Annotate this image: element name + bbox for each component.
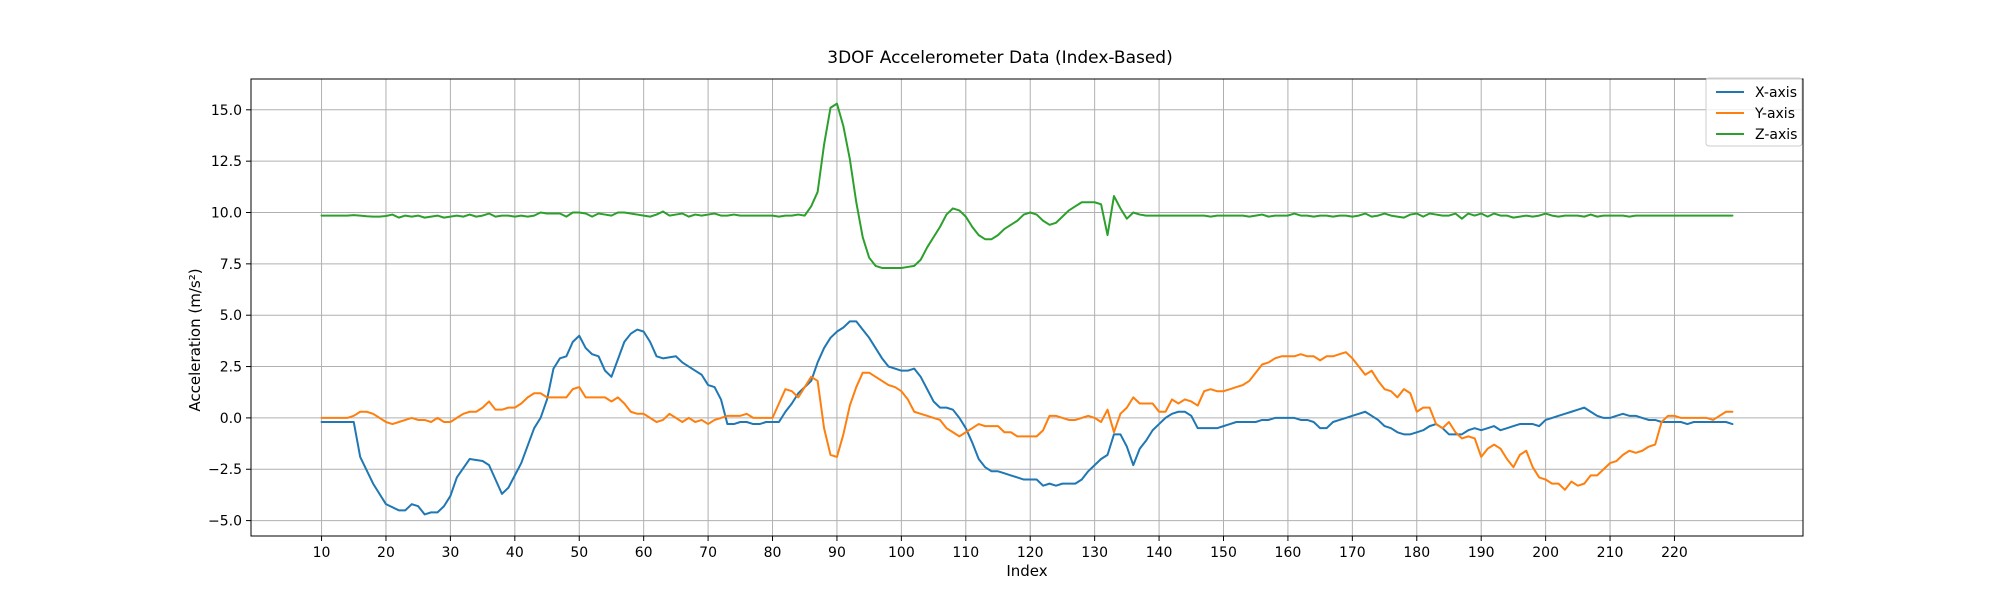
y-tick-label: 10.0 — [211, 206, 242, 222]
y-tick-label: 5.0 — [220, 308, 242, 324]
y-tick-label: 15.0 — [211, 103, 242, 119]
x-tick-label: 20 — [377, 545, 395, 561]
y-tick-label: 2.5 — [220, 360, 242, 376]
series-line-y-axis — [320, 351, 1734, 491]
x-tick-label: 60 — [635, 545, 653, 561]
y-tick-label: 12.5 — [211, 154, 242, 170]
x-tick-label: 80 — [764, 545, 782, 561]
x-tick-label: 140 — [1146, 545, 1173, 561]
x-tick-label: 200 — [1532, 545, 1559, 561]
legend-label-x-axis: X-axis — [1755, 85, 1797, 101]
y-axis-ticks: −5.0 −2.5 0.0 2.5 5.0 7.5 10.0 12.5 15.0 — [208, 103, 251, 530]
plot-area-frame — [250, 78, 1804, 537]
x-tick-label: 100 — [888, 545, 915, 561]
x-tick-label: 150 — [1210, 545, 1237, 561]
x-tick-label: 210 — [1597, 545, 1624, 561]
y-axis-label: Acceleration (m/s²) — [186, 268, 204, 411]
x-tick-label: 130 — [1081, 545, 1108, 561]
x-tick-label: 220 — [1661, 545, 1688, 561]
y-tick-label: 0.0 — [220, 411, 242, 427]
y-tick-label: 7.5 — [220, 257, 242, 273]
x-tick-label: 70 — [699, 545, 717, 561]
series-line-z-axis — [320, 102, 1734, 269]
x-tick-label: 40 — [506, 545, 524, 561]
legend-label-z-axis: Z-axis — [1755, 127, 1797, 143]
x-tick-label: 90 — [828, 545, 846, 561]
x-tick-label: 10 — [313, 545, 331, 561]
y-tick-label: −5.0 — [208, 514, 242, 530]
series-layer — [320, 102, 1734, 516]
chart-title: 3DOF Accelerometer Data (Index-Based) — [827, 48, 1172, 68]
x-axis-ticks: 10 20 30 40 50 60 70 80 90 100 110 120 130 140 150 160 1… — [313, 536, 1688, 561]
legend-label-y-axis: Y-axis — [1754, 106, 1795, 122]
grid-layer — [251, 79, 1803, 536]
x-tick-label: 180 — [1403, 545, 1430, 561]
x-tick-label: 190 — [1468, 545, 1495, 561]
x-tick-label: 170 — [1339, 545, 1366, 561]
legend: X-axis Y-axis Z-axis — [1705, 77, 1803, 147]
legend-box — [1705, 77, 1803, 147]
x-tick-label: 50 — [570, 545, 588, 561]
series-line-x-axis — [320, 320, 1734, 516]
x-axis-label: Index — [1006, 562, 1047, 580]
x-tick-label: 30 — [441, 545, 459, 561]
x-tick-label: 110 — [952, 545, 979, 561]
x-tick-label: 120 — [1017, 545, 1044, 561]
x-tick-label: 160 — [1275, 545, 1302, 561]
y-tick-label: −2.5 — [208, 462, 242, 478]
